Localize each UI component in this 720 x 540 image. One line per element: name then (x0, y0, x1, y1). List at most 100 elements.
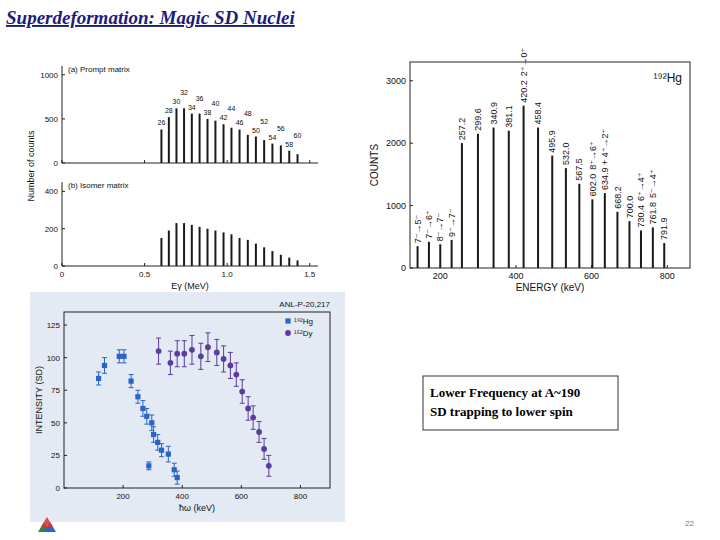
error-bar-cap (246, 420, 251, 421)
point (146, 463, 151, 468)
chart: 2004006008000255075100125ħω (keV)INTENSI… (30, 292, 345, 522)
peak (578, 184, 580, 268)
y-axis (62, 182, 63, 266)
point (121, 354, 126, 359)
peak (255, 137, 257, 163)
error-bar-cap (205, 361, 210, 362)
peak-label: 420.2 (519, 80, 529, 103)
error-bar-cap (96, 371, 101, 372)
error-bar-cap (129, 374, 134, 375)
x-tick-label: 0 (60, 270, 65, 279)
chart: 2004006008000100020003000ENERGY (keV)COU… (369, 47, 690, 293)
error-bar-cap (175, 340, 180, 341)
transition-label: 8⁻→7⁻ (435, 213, 445, 242)
y-tick-label: 0 (54, 159, 59, 168)
error-bar-cap (168, 351, 173, 352)
error-bar (205, 333, 210, 362)
slide: Superdeformation: Magic SD Nuclei0500100… (0, 0, 720, 540)
legend-label: ¹⁵²Dy (294, 329, 312, 338)
point (117, 354, 122, 359)
y-axis-label: COUNTS (369, 144, 380, 187)
error-bar (228, 352, 233, 378)
error-bar-cap (266, 455, 271, 456)
chart: 05001000Number of counts(a) Prompt matri… (26, 65, 318, 202)
x-tick-label: 1.0 (222, 270, 234, 279)
x-tick (182, 485, 183, 488)
error-bar (121, 350, 126, 363)
transition-label: 5⁻→4⁺ (648, 169, 658, 198)
transition-label: 2⁺→0⁺ (519, 47, 529, 76)
peak (247, 240, 249, 266)
y-tick (62, 163, 65, 164)
transition-label: 8⁺→6⁺ (588, 141, 598, 170)
y-tick (410, 205, 413, 206)
error-bar (146, 462, 151, 470)
error-bar-cap (156, 338, 161, 339)
error-bar (159, 444, 164, 457)
transition-label: 7⁻→5⁻ (413, 214, 423, 243)
error-bar-cap (262, 438, 267, 439)
page-number: 22 (685, 519, 694, 528)
x-tick-label: 600 (584, 271, 599, 281)
chart-title: ¹⁹²Hg (654, 71, 682, 85)
y-tick (64, 325, 67, 326)
x-axis-label: ENERGY (keV) (516, 282, 585, 293)
error-bar (257, 422, 262, 443)
peak (604, 193, 606, 268)
peak-label: 54 (269, 134, 277, 141)
error-bar-cap (182, 340, 187, 341)
x-tick (309, 263, 310, 266)
peak (175, 108, 177, 163)
peak (183, 108, 185, 163)
error-bar-cap (117, 349, 122, 350)
error-bar-cap (189, 364, 194, 365)
x-tick (227, 263, 228, 266)
error-bar (262, 438, 267, 459)
peak (508, 131, 510, 268)
peak (461, 143, 463, 268)
peak-label: 36 (196, 95, 204, 102)
error-bar-cap (159, 456, 164, 457)
error-bar-cap (144, 424, 149, 425)
marks (160, 108, 298, 163)
error-bar-cap (205, 332, 210, 333)
peak (230, 128, 232, 163)
error-bar (182, 341, 187, 367)
peak (263, 140, 265, 163)
peak (628, 221, 630, 268)
y-tick-label: 25 (51, 451, 60, 460)
peak (255, 244, 257, 266)
error-bar (214, 339, 219, 365)
error-bar-cap (234, 386, 239, 387)
error-bar-cap (166, 446, 171, 447)
peak (537, 128, 539, 268)
y-tick-label: 100 (47, 354, 61, 363)
x-tick (515, 265, 516, 268)
chart-title: ANL-P-20,217 (279, 300, 330, 309)
error-bar-cap (189, 335, 194, 336)
peak-label: 634.9 + 4⁺→2⁺ (600, 129, 610, 191)
error-bar (96, 372, 101, 385)
error-bar-cap (240, 403, 245, 404)
point (256, 429, 262, 435)
y-tick (64, 357, 67, 358)
error-bar-cap (246, 396, 251, 397)
point (166, 452, 171, 457)
x-tick (667, 265, 668, 268)
peak-label: 40 (212, 100, 220, 107)
peak (523, 106, 525, 268)
peak-label: 26 (158, 119, 166, 126)
error-bar-cap (151, 426, 156, 427)
peak (288, 151, 290, 163)
point (128, 378, 133, 383)
peak-label: 791.9 (659, 217, 669, 240)
point (261, 446, 267, 452)
x-tick-label: 200 (116, 492, 130, 501)
error-bar (189, 335, 194, 364)
chart: 00.51.01.50200400Eγ (MeV)(b) Isomer matr… (45, 181, 318, 291)
error-bar-cap (144, 408, 149, 409)
peak (223, 232, 225, 266)
y-tick (64, 390, 67, 391)
y-tick (64, 488, 67, 489)
error-bar-cap (257, 442, 262, 443)
